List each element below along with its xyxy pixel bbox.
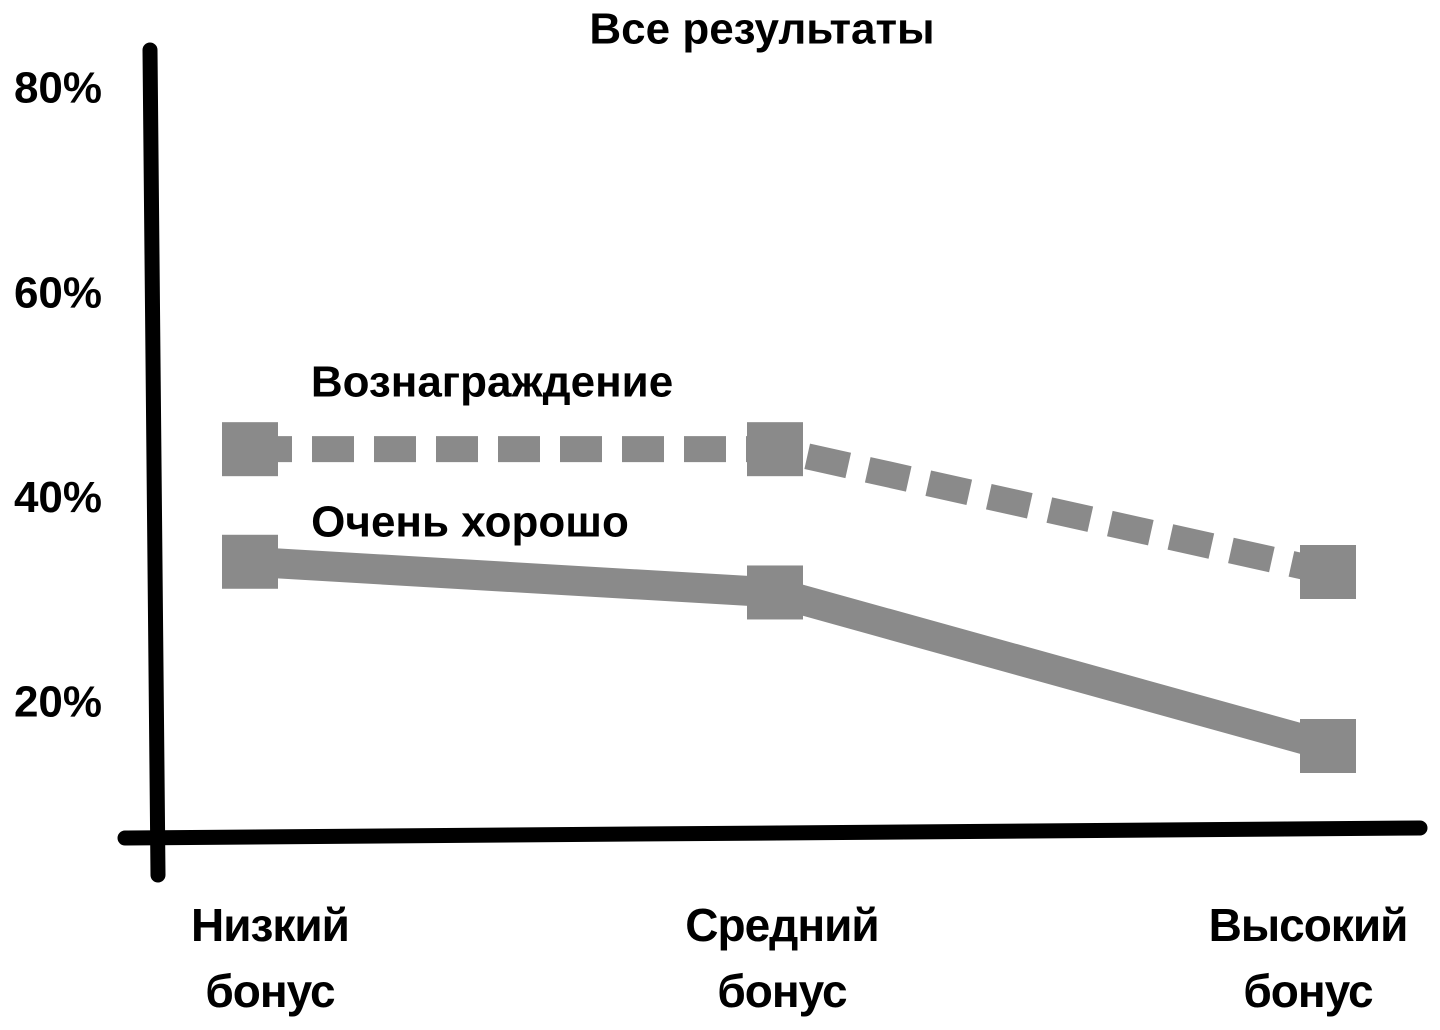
x-tick-label: Высокий бонус [1208, 899, 1409, 1017]
marker [1300, 719, 1356, 773]
y-tick-label: 60% [14, 268, 102, 317]
y-axis [142, 42, 166, 883]
marker [1300, 545, 1356, 599]
marker [222, 422, 278, 477]
y-tick-label: 20% [14, 678, 102, 727]
y-tick-label: 40% [14, 473, 102, 522]
chart-title: Все результаты [589, 5, 934, 54]
x-tick-label: Низкий бонус [191, 899, 350, 1017]
marker [222, 534, 278, 589]
x-tick-label: Средний бонус [685, 899, 879, 1017]
marker [747, 422, 803, 477]
x-axis [117, 820, 1428, 846]
marker [747, 565, 803, 620]
y-tick-label: 80% [14, 64, 102, 113]
series-label: Вознаграждение [311, 358, 673, 407]
series-label: Очень хорошо [311, 498, 629, 547]
